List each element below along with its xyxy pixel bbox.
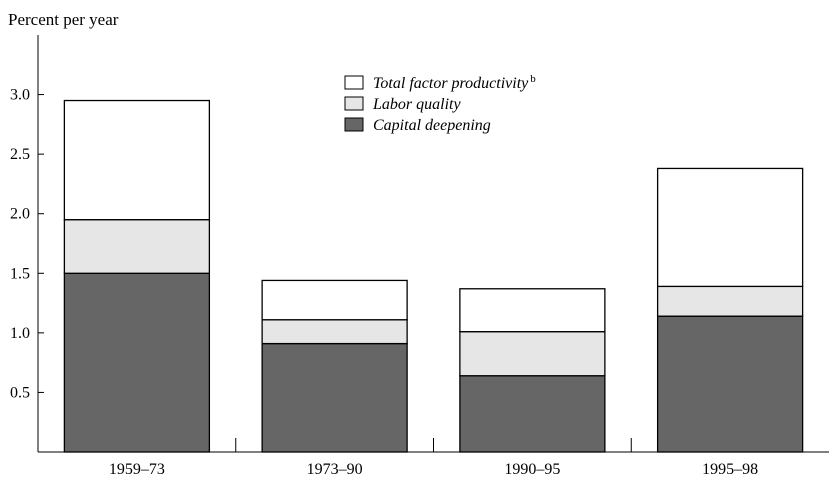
bar-segment-total-factor-productivity <box>459 288 606 333</box>
y-tick-label: 1.0 <box>10 325 30 342</box>
bar-segment-capital-deepening <box>261 342 408 453</box>
bar-segment-labor-quality <box>261 319 408 345</box>
legend-label: Labor quality <box>372 96 461 113</box>
legend-swatch <box>344 75 364 90</box>
y-tick-label: 0.5 <box>10 384 30 401</box>
x-tick-label: 1959–73 <box>109 461 165 478</box>
x-tick-label: 1995–98 <box>702 461 758 478</box>
y-tick-label: 3.0 <box>10 87 30 104</box>
bar-segment-total-factor-productivity <box>261 279 408 321</box>
legend-label: Total factor productivity b <box>373 73 536 92</box>
legend-swatch <box>344 117 364 132</box>
bar-segment-total-factor-productivity <box>63 99 211 221</box>
bar-segment-labor-quality <box>656 285 804 317</box>
y-axis-label: Percent per year <box>8 10 119 29</box>
bar-segment-capital-deepening <box>459 375 606 453</box>
legend: Total factor productivity b Labor quality C… <box>344 73 536 134</box>
y-tick-label: 2.0 <box>10 206 30 223</box>
y-tick-label: 2.5 <box>10 146 30 163</box>
bar-segment-total-factor-productivity <box>656 167 804 288</box>
x-tick-label: 1973–90 <box>307 461 363 478</box>
legend-swatch <box>344 96 364 111</box>
bar-segment-capital-deepening <box>656 315 804 453</box>
plot-area: 0.5 1.0 1.5 2.0 2.5 3.0 1959–73 1973–90 1990–95 1… <box>10 35 829 478</box>
x-tick-label: 1990–95 <box>504 461 560 478</box>
bar-segment-labor-quality <box>459 331 606 377</box>
bar-segment-labor-quality <box>63 219 211 274</box>
bar-segment-capital-deepening <box>63 272 211 453</box>
y-tick-label: 1.5 <box>10 265 30 282</box>
legend-label: Capital deepening <box>373 117 491 134</box>
